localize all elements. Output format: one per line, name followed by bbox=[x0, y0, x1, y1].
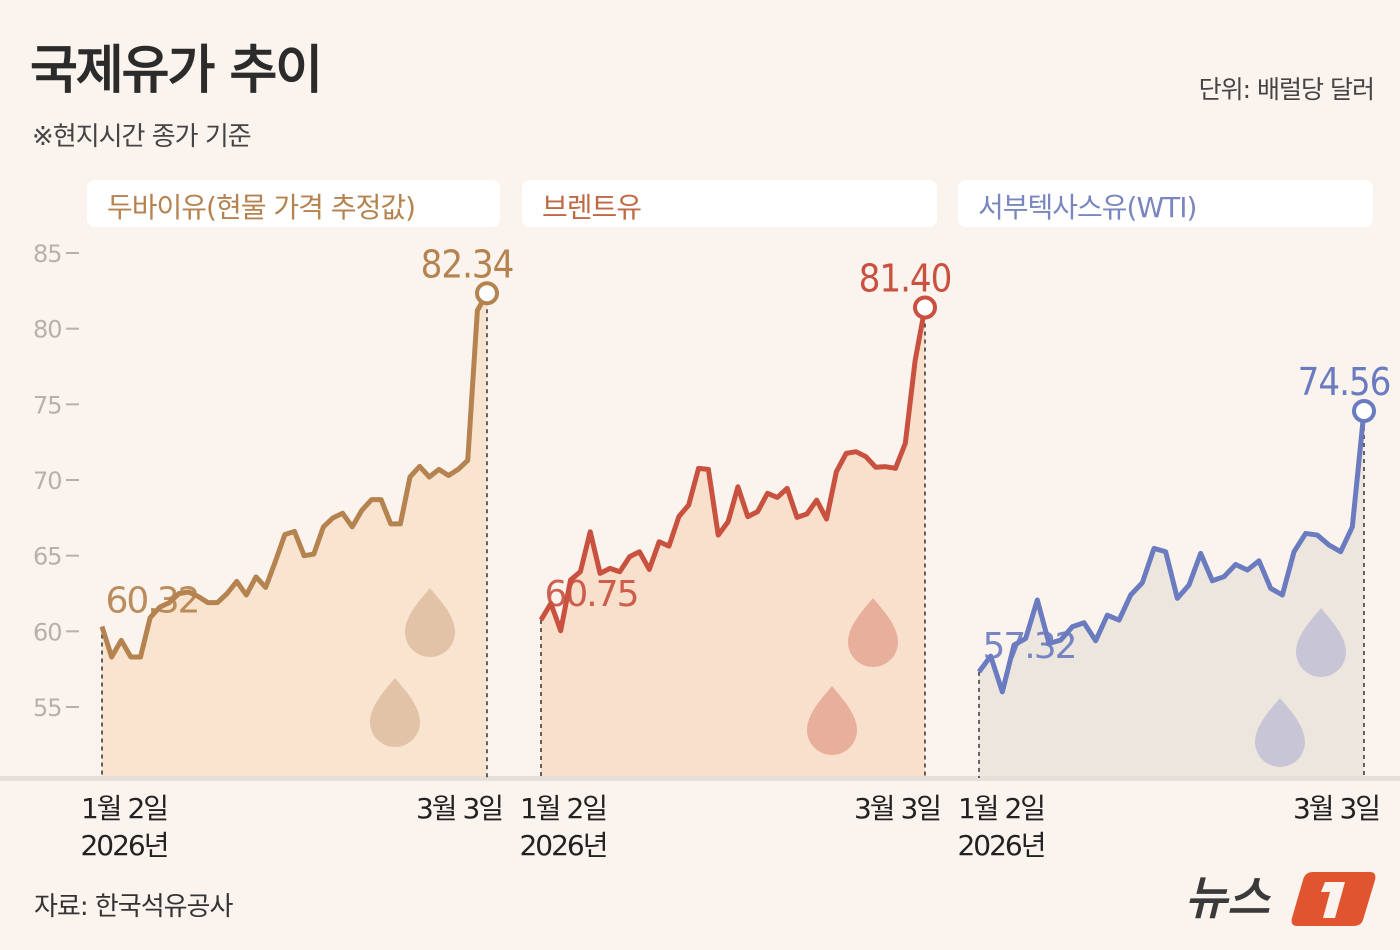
end-marker bbox=[1352, 398, 1376, 423]
x-label-year: 2026년 bbox=[957, 829, 1044, 862]
end-value-label: 82.34 bbox=[421, 242, 514, 286]
oil-drop-icon bbox=[848, 598, 898, 667]
x-label-start: 1월 2일 bbox=[520, 792, 606, 825]
x-label-end: 3월 3일 bbox=[854, 792, 940, 825]
oil-drop-icon bbox=[405, 588, 455, 657]
series-line-1 bbox=[538, 307, 928, 634]
start-value-label: 57.32 bbox=[982, 626, 1075, 667]
start-value-label: 60.75 bbox=[544, 574, 637, 615]
source-note: 자료: 한국석유공사 bbox=[34, 892, 233, 922]
x-label-start: 1월 2일 bbox=[81, 792, 167, 825]
end-value-label: 81.40 bbox=[859, 256, 952, 300]
oil-drop-icon bbox=[807, 686, 857, 755]
oil-drop-icon bbox=[1296, 608, 1346, 677]
unit-label: 단위: 배럴당 달러 bbox=[1198, 75, 1375, 104]
x-label-end: 3월 3일 bbox=[416, 792, 502, 825]
y-tick-label: 75 bbox=[33, 391, 62, 419]
area-fill-1 bbox=[541, 307, 925, 778]
end-marker bbox=[475, 281, 499, 306]
y-tick-label: 55 bbox=[33, 694, 62, 722]
panel-label-wti: 서부텍사스유(WTI) bbox=[958, 180, 1373, 227]
svg-text:뉴스: 뉴스 bbox=[1185, 871, 1271, 925]
series-line-2 bbox=[976, 410, 1367, 695]
area-fill-2 bbox=[979, 410, 1364, 778]
start-value-label: 60.32 bbox=[105, 580, 198, 621]
x-label-year: 2026년 bbox=[519, 829, 606, 862]
panel-label-brent: 브렌트유 bbox=[522, 180, 937, 227]
y-tick-label: 80 bbox=[33, 316, 62, 344]
oil-drop-icon bbox=[370, 678, 420, 747]
oil-drop-icon bbox=[1255, 698, 1305, 767]
panel-label-dubai: 두바이유(현물 가격 추정값) bbox=[87, 180, 500, 227]
y-tick-label: 85 bbox=[33, 240, 62, 268]
news1-logo: 뉴스 bbox=[1185, 862, 1385, 936]
end-value-label: 74.56 bbox=[1298, 360, 1391, 404]
y-tick-label: 60 bbox=[33, 618, 62, 646]
y-tick-label: 65 bbox=[33, 543, 62, 571]
y-tick-label: 70 bbox=[33, 467, 62, 495]
x-label-start: 1월 2일 bbox=[958, 792, 1044, 825]
page-title: 국제유가 추이 bbox=[30, 41, 323, 101]
x-label-end: 3월 3일 bbox=[1293, 792, 1379, 825]
x-label-year: 2026년 bbox=[80, 829, 167, 862]
subtitle: ※현지시간 종가 기준 bbox=[32, 122, 252, 152]
x-axis-line bbox=[0, 776, 1400, 781]
end-marker bbox=[913, 295, 937, 320]
